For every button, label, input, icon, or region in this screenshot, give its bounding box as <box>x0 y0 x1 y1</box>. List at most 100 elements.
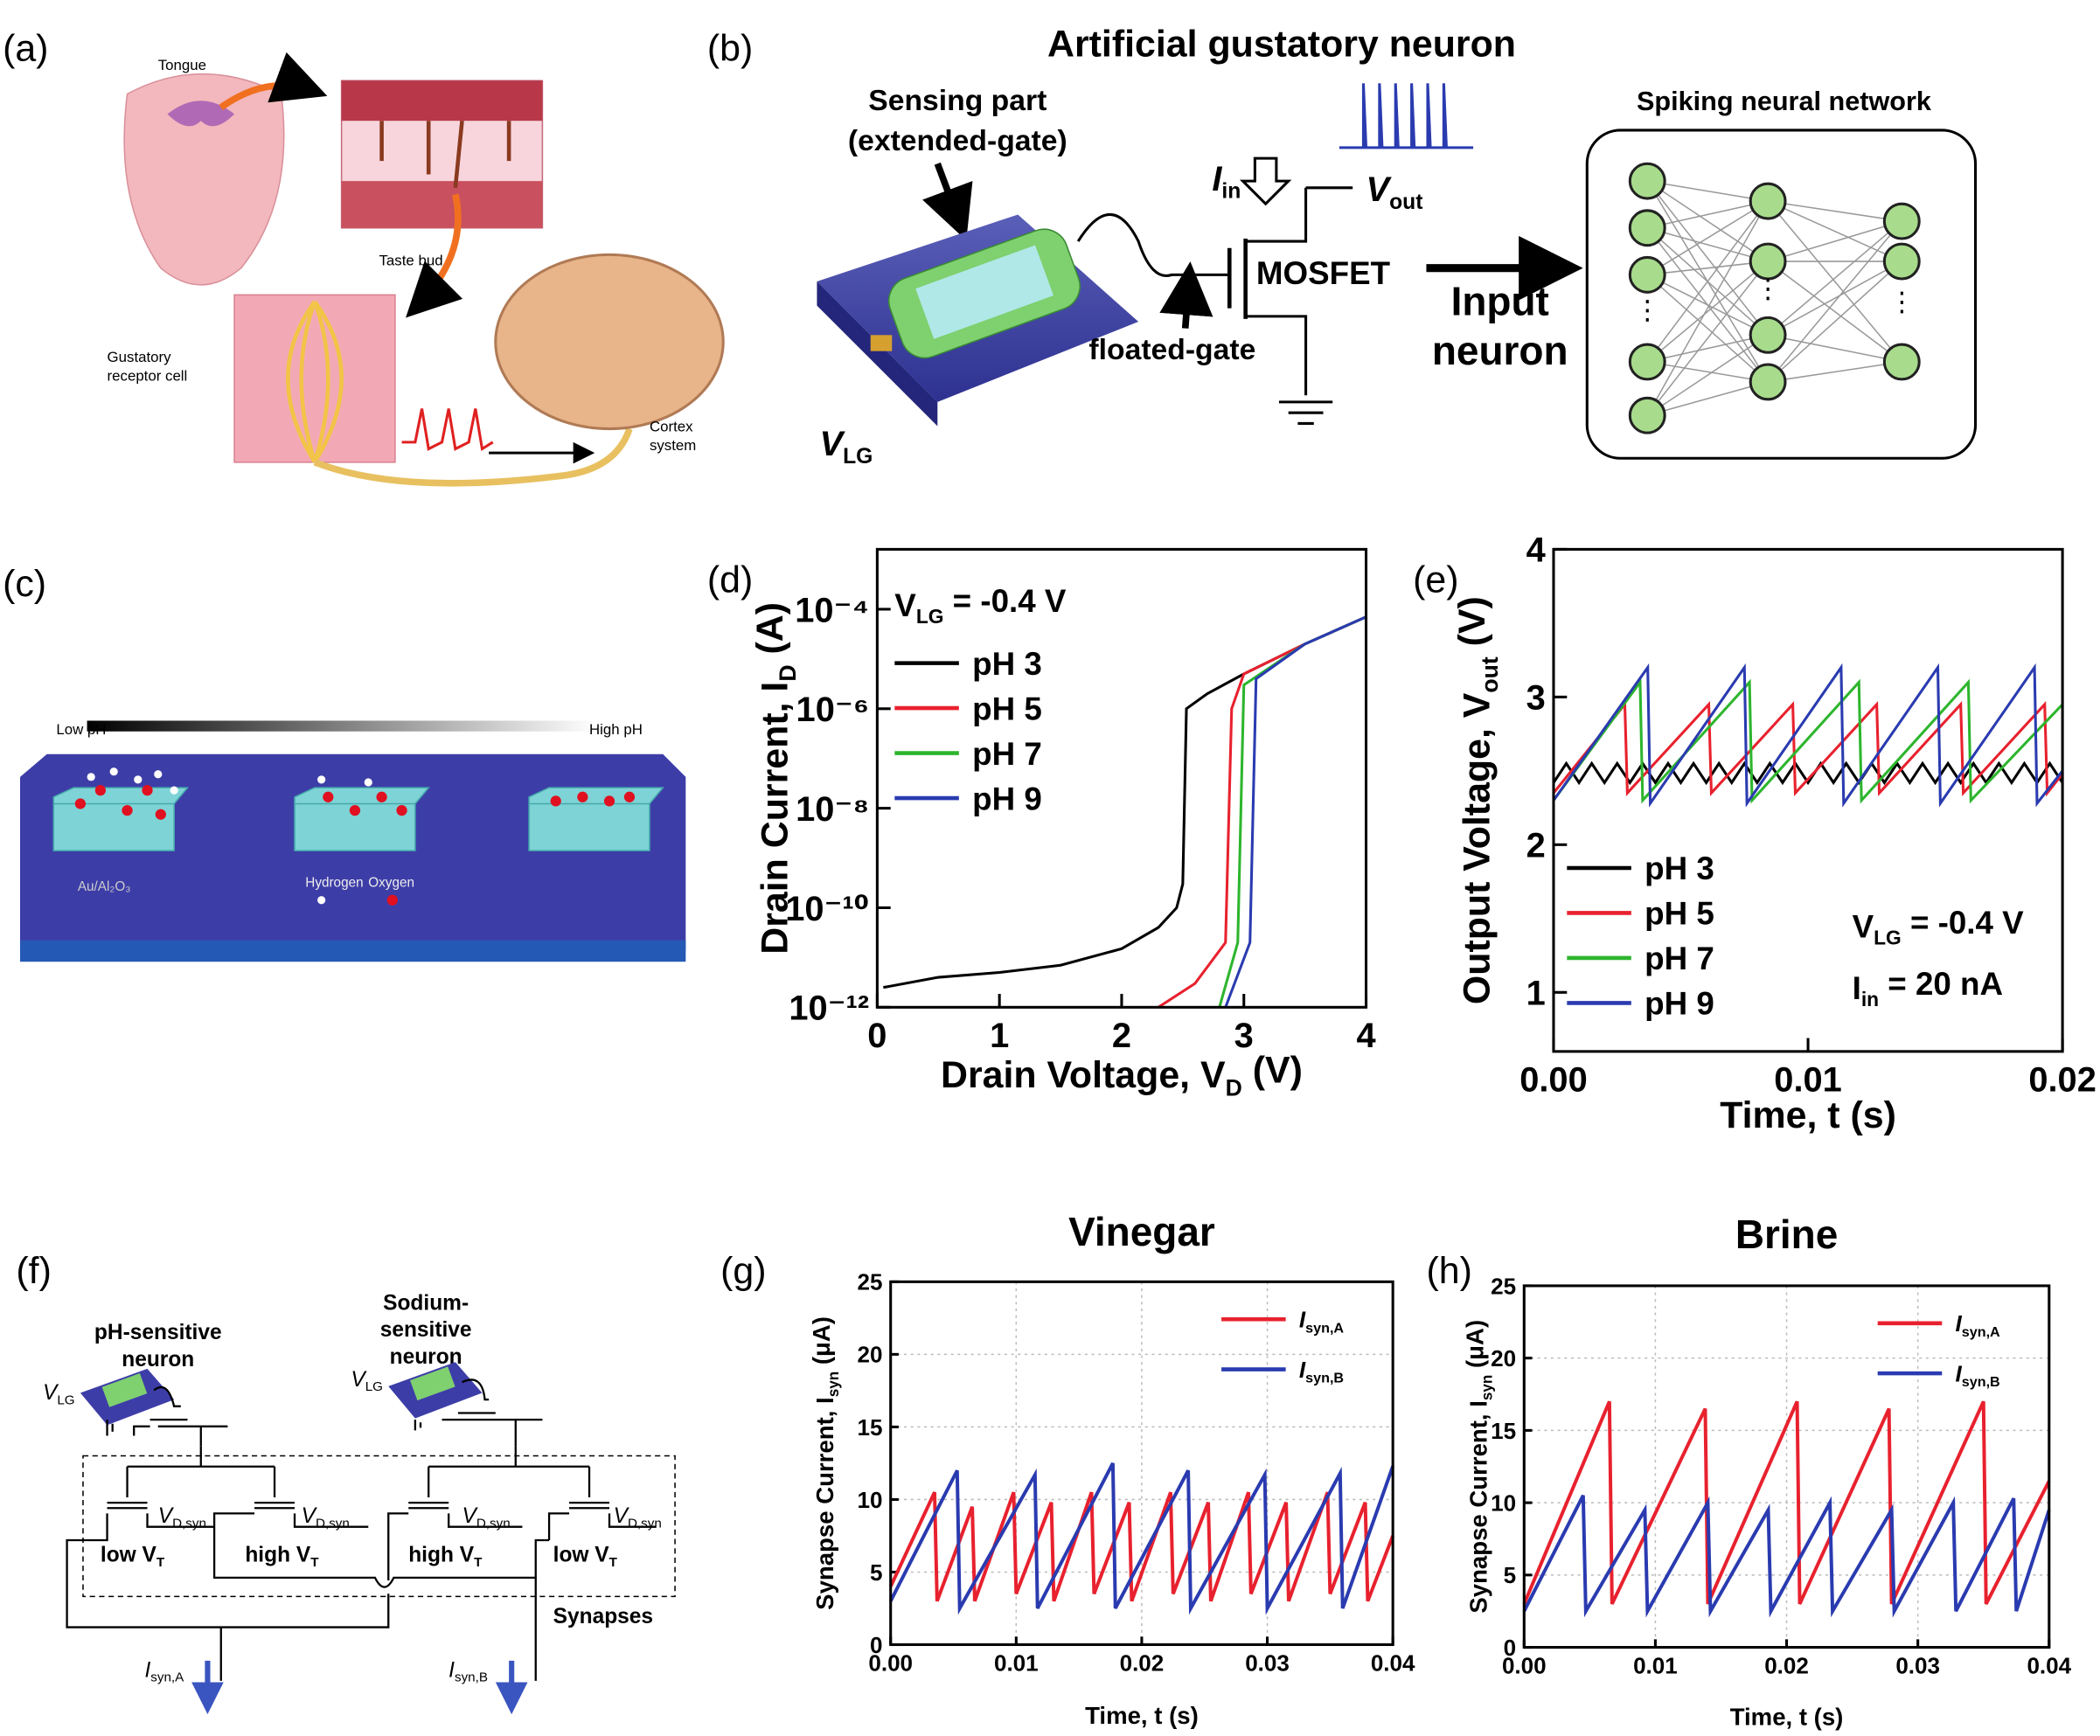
legend-label: Isyn,B <box>1956 1361 2000 1391</box>
text-part: Time, t (s) <box>1730 1703 1844 1730</box>
text-part: V <box>462 1504 479 1528</box>
text-part: V <box>1366 170 1393 209</box>
arrow <box>406 193 463 318</box>
text-part: V <box>614 1504 630 1528</box>
text-part: Synapse Current, I <box>1464 1400 1492 1614</box>
text-part: = -0.4 V <box>943 583 1066 619</box>
subscript: syn,B <box>1962 1374 2000 1390</box>
y-tick-label: 10 <box>858 1487 883 1513</box>
subscript: T <box>609 1555 618 1570</box>
mosfet-leads <box>1245 187 1308 396</box>
label: low VT <box>101 1544 165 1570</box>
connection <box>1767 260 1902 336</box>
label: VLG <box>820 425 873 469</box>
subscript: LG <box>843 445 873 469</box>
label: High pH <box>589 721 643 738</box>
annotation: VLG = -0.4 V <box>1853 905 2025 949</box>
subscript: D <box>1226 1075 1242 1101</box>
text-part: I <box>1853 970 1861 1006</box>
text-part: Drain Current, I <box>754 682 796 955</box>
text-part: Drain Voltage, V <box>941 1054 1226 1096</box>
label: Cortex <box>650 419 693 435</box>
connection <box>1767 334 1902 363</box>
y-tick-label: 25 <box>1491 1273 1516 1299</box>
tongue-region <box>167 101 235 127</box>
y-axis-label: Drain Current, ID (A) <box>749 602 801 955</box>
arrow <box>1159 261 1213 329</box>
substrate <box>19 753 686 951</box>
subscript: D,syn <box>172 1516 206 1531</box>
subscript: D,syn <box>476 1516 511 1531</box>
title: Artificial gustatory neuron <box>1047 24 1516 66</box>
label: receptor cell <box>108 367 188 384</box>
solution <box>915 245 1053 339</box>
panel-labels: (a) (b) (c) (d) (e) (f) (g) (h) <box>3 27 1472 1292</box>
label: system <box>650 437 696 454</box>
subscript: out <box>1477 656 1503 692</box>
text-part: Time, t (s) <box>1720 1094 1896 1136</box>
legend-label: pH 5 <box>972 691 1042 726</box>
connection <box>1767 260 1902 383</box>
node <box>1882 202 1921 240</box>
connection <box>1646 274 1769 336</box>
panel-label: (d) <box>707 559 753 601</box>
label: Hydrogen <box>305 875 363 890</box>
legend-label: Isyn,B <box>1299 1357 1344 1386</box>
series-line <box>888 1462 1395 1615</box>
node <box>1749 316 1787 354</box>
panel-label: (g) <box>720 1250 766 1292</box>
plot-frame <box>1552 547 2064 1053</box>
wire <box>1076 213 1230 277</box>
tissue-base <box>341 181 543 228</box>
series-line <box>1224 615 1367 1008</box>
subscript: syn <box>1478 1375 1495 1400</box>
sensor-well <box>410 1366 455 1401</box>
chart-title: Vinegar <box>1068 1209 1215 1254</box>
text-part: = -0.4 V <box>1902 905 2024 941</box>
x-axis-label: Drain Voltage, VD (V) <box>941 1050 1303 1101</box>
ellipsis: ⋮ <box>1755 274 1782 303</box>
x-tick-label: 0.03 <box>1245 1649 1290 1676</box>
subscript: T <box>474 1555 483 1570</box>
connection <box>1646 180 1769 336</box>
x-tick-label: 0.00 <box>1502 1653 1547 1679</box>
text-part: V <box>894 587 916 623</box>
subscript: syn,A <box>1962 1324 2000 1340</box>
hydrogen-atoms <box>87 767 372 795</box>
ellipsis: ⋮ <box>1888 288 1916 317</box>
legend-dot <box>317 896 326 905</box>
synapse-box <box>82 1455 676 1598</box>
legend-label: pH 3 <box>972 646 1042 682</box>
label: high VT <box>408 1544 483 1570</box>
sensor-well <box>101 1373 148 1407</box>
text-part: (V) <box>1242 1050 1303 1092</box>
chart-title: Brine <box>1735 1212 1838 1257</box>
panel-label: (f) <box>16 1250 51 1292</box>
y-tick-label: 25 <box>858 1269 883 1295</box>
label: Oxygen <box>368 875 414 890</box>
y-axis-label: Output Voltage, Vout (V) <box>1451 596 1503 1004</box>
y-tick-label: 4 <box>1526 531 1546 570</box>
connection <box>1646 260 1769 416</box>
label: Low pH <box>56 721 106 738</box>
y-tick-label: 20 <box>1491 1345 1516 1371</box>
substrate-side <box>817 281 938 427</box>
subscript: LG <box>1874 927 1902 949</box>
connection <box>1647 200 1769 229</box>
label: MOSFET <box>1256 255 1391 291</box>
node <box>1749 182 1787 220</box>
legend-label: Isyn,A <box>1956 1310 2001 1340</box>
text-part: I <box>449 1658 455 1682</box>
text-part: Time, t (s) <box>1085 1702 1199 1729</box>
label: Spiking neural network <box>1637 87 1932 116</box>
x-tick-label: 0.04 <box>1371 1649 1415 1676</box>
text-part: (μA) <box>1462 1320 1489 1375</box>
label: low VT <box>553 1544 618 1570</box>
platform <box>528 787 664 851</box>
text-part: high V <box>408 1544 475 1567</box>
subscript: in <box>1861 988 1879 1010</box>
label: pH-sensitive <box>94 1321 222 1344</box>
subscript: T <box>310 1555 319 1570</box>
label: Isyn,A <box>144 1658 184 1684</box>
connection <box>1647 381 1769 416</box>
